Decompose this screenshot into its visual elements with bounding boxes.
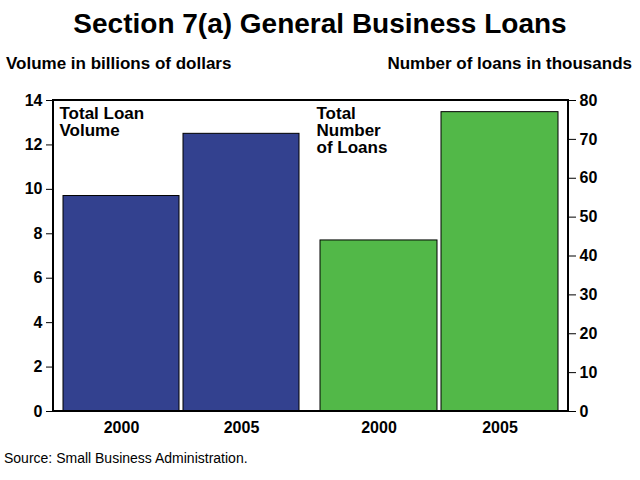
svg-text:0: 0 <box>580 403 589 420</box>
svg-text:30: 30 <box>580 286 598 303</box>
svg-text:Total LoanVolume: Total LoanVolume <box>60 104 145 140</box>
svg-text:2005: 2005 <box>224 419 260 436</box>
svg-text:20: 20 <box>580 325 598 342</box>
html-text:Section 7(a) General Business: Section 7(a) General Business Loans <box>73 8 567 39</box>
svg-text:10: 10 <box>580 364 598 381</box>
svg-text:50: 50 <box>580 208 598 225</box>
html-text:Source: Small Business Adminis: Source: Small Business Administration. <box>4 450 248 466</box>
svg-text:60: 60 <box>580 169 598 186</box>
svg-text:14: 14 <box>25 92 43 109</box>
svg-text:12: 12 <box>25 136 43 153</box>
svg-text:10: 10 <box>25 180 43 197</box>
svg-text:4: 4 <box>34 314 43 331</box>
svg-text:2000: 2000 <box>104 419 140 436</box>
svg-text:40: 40 <box>580 247 598 264</box>
svg-text:80: 80 <box>580 92 598 109</box>
svg-text:2005: 2005 <box>482 419 518 436</box>
svg-text:2000: 2000 <box>361 419 397 436</box>
svg-text:TotalNumberof Loans: TotalNumberof Loans <box>317 104 388 157</box>
svg-text:0: 0 <box>34 403 43 420</box>
svg-text:6: 6 <box>34 269 43 286</box>
html-text:Volume in billions of dollars: Volume in billions of dollars <box>6 54 232 73</box>
svg-text:8: 8 <box>34 225 43 242</box>
svg-text:2: 2 <box>34 358 43 375</box>
svg-text:70: 70 <box>580 130 598 147</box>
html-text:Number of loans in thousands: Number of loans in thousands <box>387 54 632 73</box>
